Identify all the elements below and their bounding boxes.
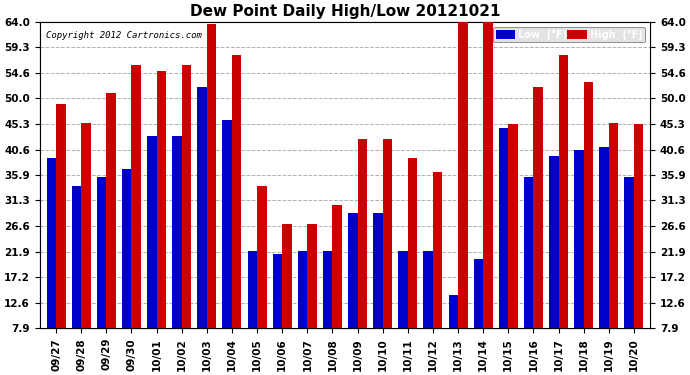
Bar bbox=[333, 205, 342, 371]
Bar bbox=[357, 139, 367, 371]
Bar bbox=[132, 65, 141, 371]
Bar bbox=[398, 251, 408, 371]
Bar bbox=[408, 158, 417, 371]
Bar bbox=[433, 172, 442, 371]
Bar bbox=[483, 22, 493, 371]
Bar bbox=[273, 254, 282, 371]
Bar bbox=[81, 123, 91, 371]
Bar bbox=[348, 213, 357, 371]
Bar bbox=[248, 251, 257, 371]
Bar bbox=[373, 213, 383, 371]
Bar bbox=[46, 158, 56, 371]
Bar bbox=[448, 295, 458, 371]
Bar bbox=[383, 139, 392, 371]
Bar bbox=[584, 82, 593, 371]
Bar bbox=[558, 54, 568, 371]
Text: Copyright 2012 Cartronics.com: Copyright 2012 Cartronics.com bbox=[46, 31, 201, 40]
Bar bbox=[549, 156, 558, 371]
Bar bbox=[222, 120, 232, 371]
Bar bbox=[181, 65, 191, 371]
Bar bbox=[524, 177, 533, 371]
Bar bbox=[599, 147, 609, 371]
Bar bbox=[533, 87, 543, 371]
Bar bbox=[424, 251, 433, 371]
Bar bbox=[157, 71, 166, 371]
Bar bbox=[56, 104, 66, 371]
Bar bbox=[72, 186, 81, 371]
Bar bbox=[509, 124, 518, 371]
Bar bbox=[499, 128, 509, 371]
Bar bbox=[282, 224, 292, 371]
Title: Dew Point Daily High/Low 20121021: Dew Point Daily High/Low 20121021 bbox=[190, 4, 500, 19]
Bar bbox=[458, 22, 468, 371]
Bar bbox=[298, 251, 307, 371]
Bar bbox=[307, 224, 317, 371]
Bar bbox=[634, 124, 644, 371]
Bar bbox=[574, 150, 584, 371]
Bar bbox=[232, 54, 241, 371]
Bar bbox=[147, 136, 157, 371]
Bar bbox=[197, 87, 207, 371]
Bar bbox=[624, 177, 634, 371]
Bar bbox=[106, 93, 116, 371]
Bar bbox=[257, 186, 266, 371]
Bar bbox=[97, 177, 106, 371]
Bar bbox=[473, 260, 483, 371]
Legend: Low  (°F), High  (°F): Low (°F), High (°F) bbox=[493, 27, 645, 42]
Bar bbox=[323, 251, 333, 371]
Bar bbox=[172, 136, 181, 371]
Bar bbox=[609, 123, 618, 371]
Bar bbox=[207, 24, 217, 371]
Bar bbox=[122, 169, 132, 371]
